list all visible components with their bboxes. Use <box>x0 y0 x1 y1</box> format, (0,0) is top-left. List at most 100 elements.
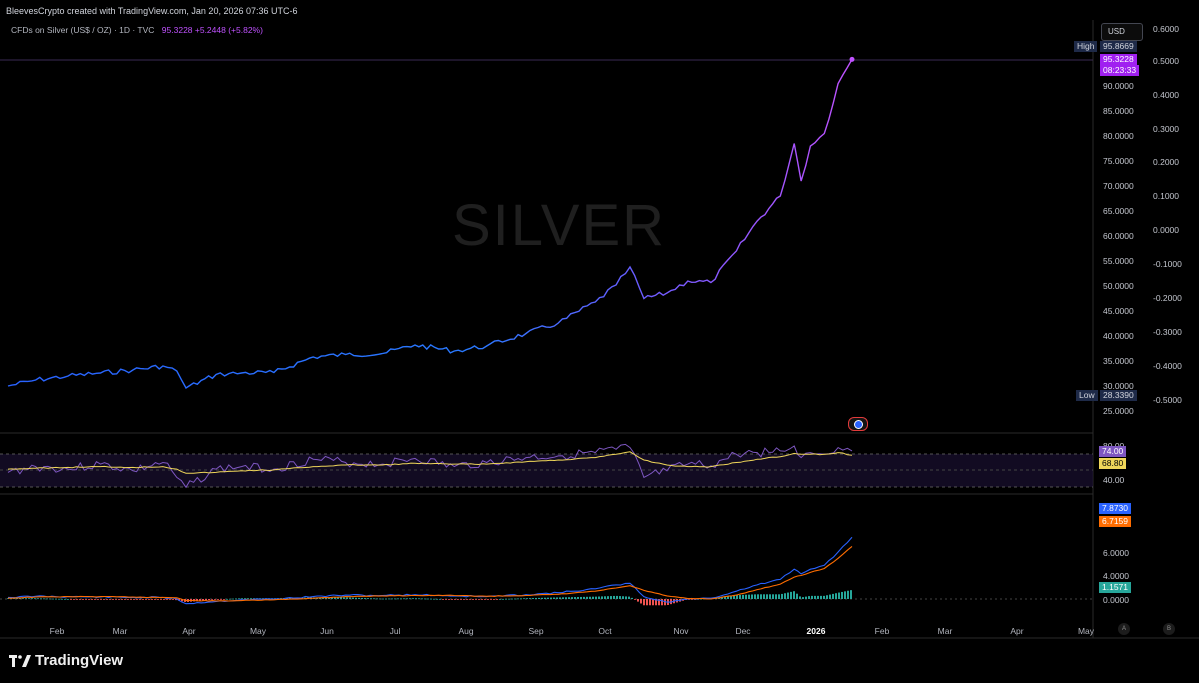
macd-histogram-bar <box>481 599 483 600</box>
macd-histogram-bar <box>763 594 765 599</box>
currency-button[interactable]: USD <box>1101 23 1143 41</box>
tradingview-wordmark: TradingView <box>35 652 124 669</box>
symbol-legend[interactable]: CFDs on Silver (US$ / OZ) · 1D · TVC 95.… <box>11 25 263 35</box>
price-tick: 50.0000 <box>1103 281 1134 291</box>
macd-histogram-bar <box>52 598 54 600</box>
macd-histogram-bar <box>484 599 486 600</box>
macd-histogram-bar <box>106 599 108 600</box>
macd-histogram-bar <box>838 592 840 599</box>
macd-histogram-bar <box>523 598 525 600</box>
macd-histogram-bar <box>289 597 291 599</box>
macd-histogram-bar <box>376 598 378 600</box>
macd-histogram-bar <box>517 598 519 600</box>
symbol-line: CFDs on Silver (US$ / OZ) · 1D · TVC <box>11 25 155 35</box>
macd-histogram-bar <box>652 599 654 606</box>
macd-histogram-bar <box>148 599 150 600</box>
macd-histogram-bar <box>250 598 252 600</box>
macd-histogram-bar <box>595 596 597 599</box>
secondary-tick: 0.4000 <box>1153 90 1179 100</box>
secondary-tick: -0.2000 <box>1153 293 1182 303</box>
macd-histogram-bar <box>454 599 456 600</box>
macd-histogram-bar <box>469 599 471 600</box>
macd-histogram-bar <box>844 591 846 599</box>
macd-histogram-bar <box>736 595 738 599</box>
macd-histogram-bar <box>622 596 624 599</box>
macd-histogram-bar <box>73 599 75 600</box>
macd-histogram-bar <box>406 598 408 600</box>
macd-histogram-bar <box>691 599 693 600</box>
macd-histogram-bar <box>463 599 465 600</box>
macd-histogram-bar <box>802 597 804 599</box>
macd-histogram-bar <box>427 598 429 600</box>
macd-histogram-bar <box>40 598 42 600</box>
macd-histogram-bar <box>133 599 135 600</box>
macd-histogram-bar <box>244 598 246 600</box>
macd-histogram-bar <box>553 597 555 599</box>
macd-histogram-bar <box>625 596 627 599</box>
month-label: Jul <box>389 626 401 636</box>
macd-histogram-bar <box>382 598 384 600</box>
macd-histogram-bar <box>535 597 537 599</box>
macd-histogram-bar <box>88 599 90 600</box>
macd-histogram-bar <box>730 595 732 599</box>
attribution-text: BleevesCrypto created with TradingView.c… <box>6 6 298 16</box>
macd-histogram-bar <box>571 597 573 599</box>
macd-histogram-bar <box>769 594 771 599</box>
macd-histogram-bar <box>823 595 825 599</box>
macd-histogram-bar <box>688 599 690 600</box>
macd-histogram-bar <box>847 590 849 599</box>
macd-histogram-bar <box>61 598 63 600</box>
month-label: Nov <box>673 626 689 636</box>
auto-scale-button[interactable]: A <box>1118 623 1130 635</box>
macd-histogram-bar <box>397 598 399 600</box>
secondary-tick: -0.5000 <box>1153 395 1182 405</box>
macd-histogram-bar <box>460 599 462 600</box>
macd-histogram-bar <box>163 599 165 600</box>
macd-histogram-bar <box>613 595 615 599</box>
macd-histogram-bar <box>820 595 822 599</box>
macd-histogram-bar <box>214 599 216 600</box>
log-scale-button[interactable]: B <box>1163 623 1175 635</box>
price-tick: 55.0000 <box>1103 256 1134 266</box>
macd-histogram-bar <box>172 599 174 600</box>
us-flag-icon[interactable] <box>848 417 868 431</box>
macd-histogram-bar <box>448 599 450 600</box>
macd-histogram-bar <box>754 594 756 599</box>
macd-histogram-bar <box>385 598 387 600</box>
macd-histogram-bar <box>499 598 501 600</box>
macd-histogram-bar <box>28 598 30 600</box>
macd-histogram-bar <box>751 594 753 599</box>
price-tick: 70.0000 <box>1103 181 1134 191</box>
macd-histogram-bar <box>643 599 645 606</box>
macd-histogram-bar <box>805 596 807 599</box>
macd-histogram-bar <box>403 598 405 600</box>
macd-histogram-bar <box>439 598 441 600</box>
last-price-dot <box>849 56 855 62</box>
secondary-tick: -0.3000 <box>1153 327 1182 337</box>
tradingview-logo: TradingView <box>9 652 123 669</box>
macd-histogram-bar <box>220 599 222 600</box>
macd-histogram-bar <box>580 596 582 599</box>
macd-histogram-bar <box>145 599 147 600</box>
macd-histogram-bar <box>784 593 786 599</box>
macd-histogram-bar <box>124 599 126 600</box>
macd-histogram-bar <box>556 597 558 599</box>
macd-histogram-bar <box>850 590 852 599</box>
macd-histogram-bar <box>508 598 510 600</box>
macd-histogram-bar <box>634 599 636 600</box>
macd-histogram-bar <box>445 599 447 600</box>
secondary-tick: 0.1000 <box>1153 191 1179 201</box>
month-label: Mar <box>937 626 953 636</box>
tradingview-logo-icon <box>9 655 31 667</box>
month-label: Mar <box>112 626 128 636</box>
price-tick: 40.0000 <box>1103 331 1134 341</box>
high-label: High <box>1074 41 1098 52</box>
macd-histogram-bar <box>781 593 783 599</box>
macd-histogram-bar <box>505 598 507 600</box>
macd-histogram-bar <box>604 596 606 599</box>
macd-histogram-bar <box>733 595 735 599</box>
macd-histogram-bar <box>811 595 813 599</box>
macd-histogram-bar <box>748 594 750 599</box>
